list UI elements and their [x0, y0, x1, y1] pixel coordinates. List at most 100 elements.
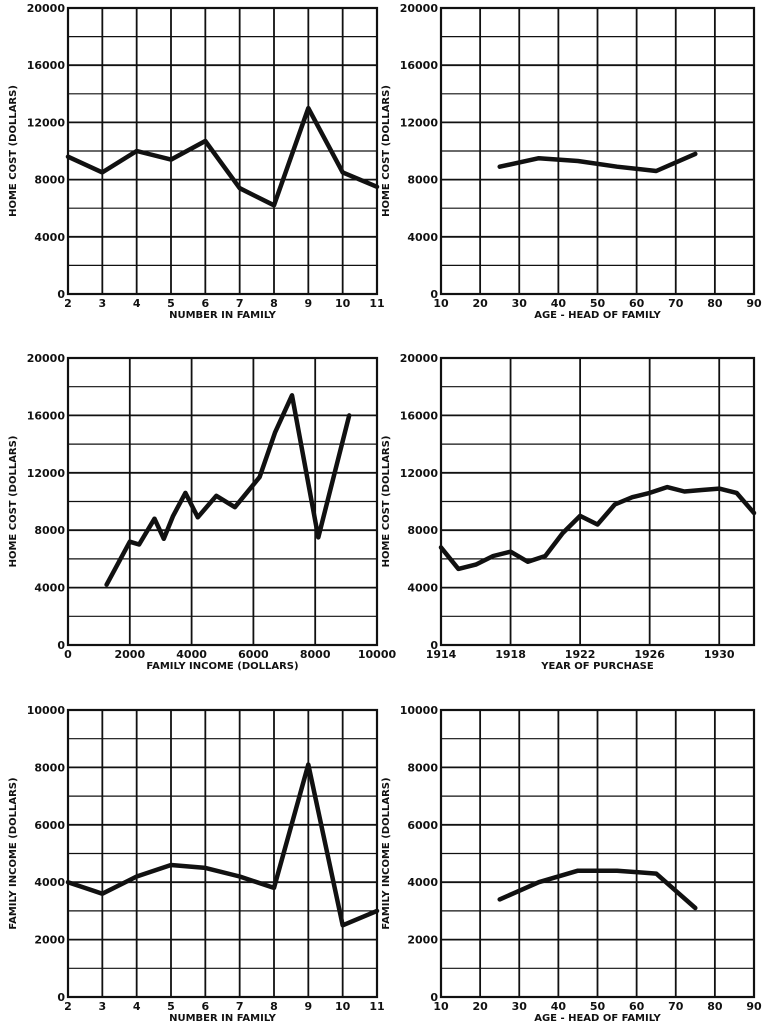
x-tick-label: 1914 [426, 648, 457, 661]
x-tick-label: 90 [746, 297, 762, 310]
y-tick-label: 0 [430, 991, 438, 1004]
y-axis-label: HOME COST (DOLLARS) [8, 85, 19, 217]
x-axis-label: YEAR OF PURCHASE [540, 661, 654, 672]
x-tick-label: 11 [369, 297, 384, 310]
x-tick-label: 70 [668, 297, 684, 310]
y-tick-label: 4000 [407, 231, 438, 244]
x-tick-label: 7 [236, 1000, 244, 1013]
y-tick-label: 20000 [27, 352, 66, 365]
y-tick-label: 0 [430, 639, 438, 652]
y-tick-label: 6000 [34, 819, 65, 832]
x-tick-label: 20 [472, 297, 488, 310]
x-tick-label: 30 [512, 297, 528, 310]
x-axis-label: FAMILY INCOME (DOLLARS) [146, 661, 298, 672]
y-axis-label: HOME COST (DOLLARS) [381, 436, 392, 568]
x-tick-label: 50 [590, 297, 606, 310]
x-tick-label: 2 [64, 1000, 72, 1013]
x-tick-label: 10 [335, 297, 351, 310]
x-tick-label: 11 [369, 1000, 384, 1013]
y-tick-label: 8000 [34, 524, 65, 537]
y-tick-label: 4000 [34, 231, 65, 244]
x-tick-label: 0 [64, 648, 72, 661]
x-tick-label: 30 [512, 1000, 528, 1013]
x-tick-label: 7 [236, 297, 244, 310]
y-tick-label: 12000 [27, 116, 66, 129]
y-tick-label: 2000 [407, 934, 438, 947]
plot-frame [66, 6, 379, 296]
y-tick-label: 6000 [407, 819, 438, 832]
plot-frame [66, 356, 379, 647]
x-tick-label: 80 [707, 1000, 723, 1013]
x-tick-label: 9 [305, 297, 313, 310]
plot-frame [439, 6, 756, 296]
series-line [104, 393, 352, 587]
x-tick-label: 60 [629, 297, 645, 310]
y-tick-label: 10000 [27, 704, 66, 717]
x-tick-label: 2 [64, 297, 72, 310]
x-tick-label: 6 [202, 297, 210, 310]
x-axis-label: NUMBER IN FAMILY [169, 1013, 277, 1024]
x-tick-label: 8000 [300, 648, 331, 661]
chart-panel-1: 0 4000 8000 12000 16000 20000 2 3 4 5 6 7 8 9 10 11 NUMB… [8, 2, 385, 321]
x-axis-label: NUMBER IN FAMILY [169, 310, 277, 321]
x-tick-label: 8 [270, 1000, 278, 1013]
series-line [497, 151, 698, 174]
y-tick-label: 4000 [34, 582, 65, 595]
x-tick-label: 90 [746, 1000, 762, 1013]
y-axis-label: FAMILY INCOME (DOLLARS) [8, 777, 19, 929]
x-tick-label: 4 [133, 1000, 141, 1013]
chart-panel-4: 0 4000 8000 12000 16000 20000 1914 1918 1922 1926… [381, 352, 757, 672]
x-axis-label: AGE - HEAD OF FAMILY [534, 310, 661, 321]
x-tick-label: 80 [707, 297, 723, 310]
x-tick-label: 4 [133, 297, 141, 310]
x-tick-label: 6 [202, 1000, 210, 1013]
y-tick-label: 2000 [34, 934, 65, 947]
x-tick-label: 2000 [114, 648, 145, 661]
y-tick-label: 12000 [400, 467, 439, 480]
chart-panel-6: 0 2000 4000 6000 8000 10000 10 20 30 40 50 60 70 80 90… [381, 704, 762, 1024]
y-tick-label: 20000 [400, 352, 439, 365]
chart-panel-5: 0 2000 4000 6000 8000 10000 2 3 4 5 6 7 8 9 10 11 NUMBER… [8, 704, 385, 1024]
x-tick-label: 20 [472, 1000, 488, 1013]
x-tick-label: 5 [167, 297, 175, 310]
series-line [65, 105, 380, 208]
x-tick-label: 60 [629, 1000, 645, 1013]
y-tick-label: 0 [57, 991, 65, 1004]
y-tick-label: 16000 [27, 409, 66, 422]
y-axis-label: HOME COST (DOLLARS) [381, 85, 392, 217]
x-tick-label: 70 [668, 1000, 684, 1013]
x-tick-label: 1926 [634, 648, 665, 661]
y-axis-label: HOME COST (DOLLARS) [8, 436, 19, 568]
x-tick-label: 3 [99, 297, 107, 310]
y-tick-label: 8000 [407, 174, 438, 187]
y-tick-label: 0 [57, 288, 65, 301]
y-tick-label: 4000 [407, 876, 438, 889]
x-tick-label: 3 [99, 1000, 107, 1013]
y-tick-label: 12000 [400, 116, 439, 129]
y-tick-label: 8000 [407, 524, 438, 537]
chart-panel-3: 0 4000 8000 12000 16000 20000 0 2000 4000 6000 800… [8, 352, 396, 672]
x-axis-label: AGE - HEAD OF FAMILY [534, 1013, 661, 1024]
y-tick-label: 8000 [407, 761, 438, 774]
plot-frame [439, 356, 756, 647]
y-tick-label: 4000 [34, 876, 65, 889]
x-tick-label: 6000 [238, 648, 269, 661]
series-line [65, 762, 380, 928]
y-axis-label: FAMILY INCOME (DOLLARS) [381, 777, 392, 929]
y-tick-label: 20000 [400, 2, 439, 15]
x-tick-label: 5 [167, 1000, 175, 1013]
series-line [497, 868, 698, 911]
x-tick-label: 10 [433, 297, 449, 310]
y-tick-label: 8000 [34, 174, 65, 187]
y-tick-label: 16000 [400, 409, 439, 422]
y-tick-label: 12000 [27, 467, 66, 480]
plot-frame [66, 708, 379, 999]
x-tick-label: 10000 [358, 648, 397, 661]
y-tick-label: 0 [57, 639, 65, 652]
y-tick-label: 16000 [400, 59, 439, 72]
series-line [438, 484, 757, 572]
x-tick-label: 50 [590, 1000, 606, 1013]
x-tick-label: 9 [305, 1000, 313, 1013]
x-tick-label: 1922 [565, 648, 596, 661]
